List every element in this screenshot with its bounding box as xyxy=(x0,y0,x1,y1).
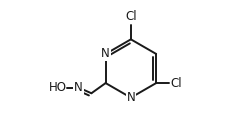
Text: N: N xyxy=(101,47,110,60)
Text: N: N xyxy=(126,91,135,104)
Text: N: N xyxy=(74,81,83,94)
Text: HO: HO xyxy=(49,81,67,94)
Text: Cl: Cl xyxy=(170,77,181,90)
Text: Cl: Cl xyxy=(125,10,137,23)
